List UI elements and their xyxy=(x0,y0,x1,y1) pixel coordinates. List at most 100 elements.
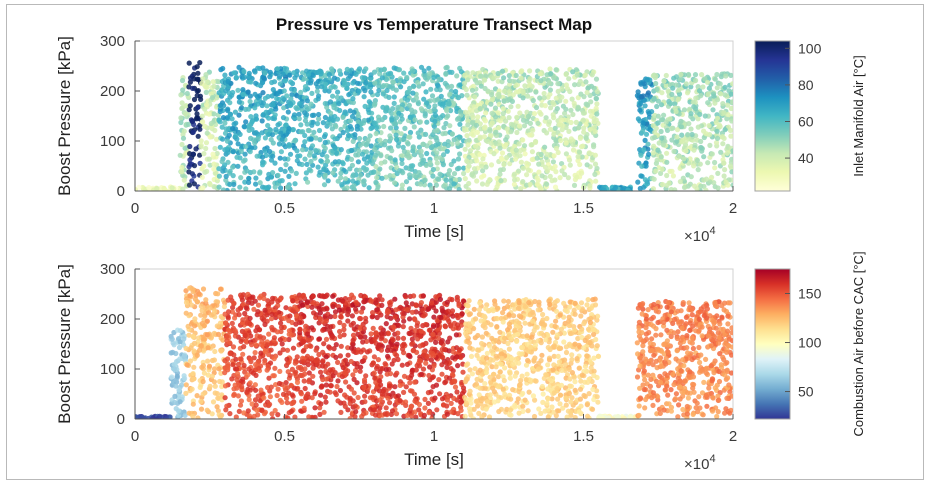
scatter-point xyxy=(400,324,406,330)
scatter-point xyxy=(368,170,374,176)
scatter-point xyxy=(487,128,493,134)
scatter-point xyxy=(389,117,395,123)
scatter-point xyxy=(240,301,247,307)
scatter-point xyxy=(361,94,367,100)
scatter-point xyxy=(457,151,463,157)
scatter-point xyxy=(500,110,506,117)
scatter-point xyxy=(277,368,283,374)
scatter-point xyxy=(350,302,356,308)
scatter-point xyxy=(264,103,270,109)
scatter-point xyxy=(257,334,263,340)
scatter-point xyxy=(701,154,707,160)
scatter-point xyxy=(356,148,362,154)
scatter-point xyxy=(332,309,339,315)
scatter-point xyxy=(179,382,185,388)
scatter-point xyxy=(573,119,579,125)
scatter-point xyxy=(308,77,314,84)
scatter-point xyxy=(301,378,307,384)
scatter-point xyxy=(516,141,522,147)
scatter-point xyxy=(135,414,139,419)
scatter-point xyxy=(345,352,351,358)
scatter-point xyxy=(449,371,456,378)
scatter-point xyxy=(423,162,429,168)
scatter-point xyxy=(304,161,310,167)
scatter-point xyxy=(200,286,207,292)
scatter-point xyxy=(283,122,289,128)
scatter-point xyxy=(691,147,697,153)
scatter-point xyxy=(316,351,322,358)
scatter-point xyxy=(452,378,458,384)
scatter-point xyxy=(307,337,313,343)
scatter-point xyxy=(713,120,719,126)
scatter-point xyxy=(408,163,414,169)
scatter-point xyxy=(407,380,413,386)
scatter-point xyxy=(260,100,266,106)
scatter-point xyxy=(409,367,415,373)
scatter-point xyxy=(378,374,384,380)
scatter-point xyxy=(332,84,338,90)
scatter-point xyxy=(373,179,379,185)
scatter-point xyxy=(225,79,231,85)
scatter-point xyxy=(361,384,367,390)
scatter-point xyxy=(173,377,179,383)
scatter-point xyxy=(187,75,194,81)
scatter-point xyxy=(430,374,436,380)
scatter-point xyxy=(460,385,467,391)
scatter-point xyxy=(361,75,367,81)
scatter-point xyxy=(417,343,423,349)
scatter-point xyxy=(528,142,534,148)
scatter-point xyxy=(375,344,381,350)
scatter-point xyxy=(441,402,447,408)
scatter-point xyxy=(246,397,252,403)
scatter-point xyxy=(179,141,185,148)
scatter-point xyxy=(439,102,445,108)
scatter-point xyxy=(171,366,177,372)
scatter-point xyxy=(212,145,218,152)
scatter-point xyxy=(411,293,417,299)
scatter-point xyxy=(446,348,452,354)
scatter-point xyxy=(479,174,485,180)
scatter-point xyxy=(693,95,699,101)
scatter-point xyxy=(393,307,399,313)
scatter-point xyxy=(222,120,228,126)
scatter-point xyxy=(209,373,215,379)
scatter-point xyxy=(445,308,451,314)
scatter-point xyxy=(404,74,410,80)
scatter-point xyxy=(421,96,427,102)
scatter-point xyxy=(416,134,422,140)
scatter-point xyxy=(381,83,387,89)
scatter-point xyxy=(725,102,731,108)
scatter-point xyxy=(625,187,631,191)
scatter-point xyxy=(316,306,322,312)
scatter-point xyxy=(428,337,434,343)
scatter-point xyxy=(350,96,356,102)
scatter-point xyxy=(234,366,240,372)
scatter-point xyxy=(268,316,275,322)
scatter-point xyxy=(570,142,576,148)
scatter-point xyxy=(373,164,379,170)
scatter-point xyxy=(183,111,189,117)
scatter-point xyxy=(358,349,364,355)
scatter-point xyxy=(456,176,462,183)
scatter-point xyxy=(711,93,717,99)
scatter-point xyxy=(265,363,271,369)
scatter-point xyxy=(204,79,210,85)
scatter-point xyxy=(409,336,415,342)
scatter-point xyxy=(575,104,581,110)
scatter-point xyxy=(287,72,293,78)
scatter-point xyxy=(280,391,287,397)
scatter-point xyxy=(537,185,543,191)
scatter-point xyxy=(370,310,376,316)
scatter-point xyxy=(245,291,251,297)
scatter-point xyxy=(436,176,442,182)
scatter-point xyxy=(297,319,303,326)
scatter-point xyxy=(302,110,308,116)
scatter-point xyxy=(266,351,272,358)
scatter-point xyxy=(415,101,421,107)
scatter-point xyxy=(520,137,526,143)
scatter-point xyxy=(290,298,296,304)
scatter-point xyxy=(247,315,253,321)
scatter-point xyxy=(442,130,449,136)
scatter-point xyxy=(309,122,315,128)
scatter-point xyxy=(450,326,456,332)
